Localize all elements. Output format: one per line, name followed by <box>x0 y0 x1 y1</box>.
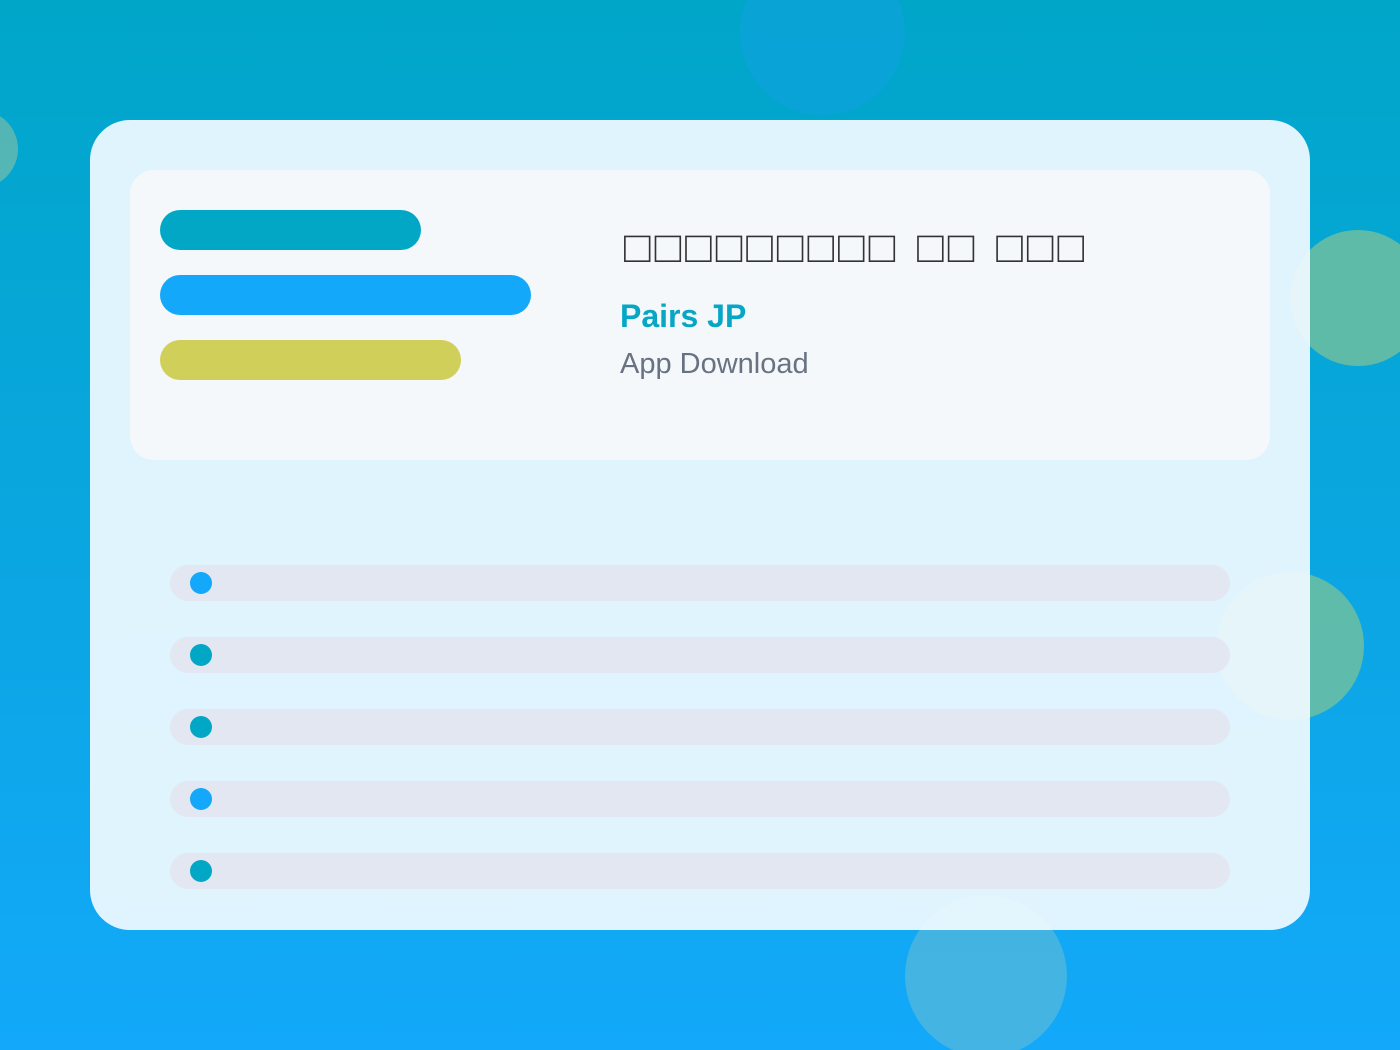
dot <box>190 860 212 882</box>
card: □□□□□□□□□ □□ □□□ Pairs JP App Download <box>90 120 1310 930</box>
dot <box>190 644 212 666</box>
header-panel: □□□□□□□□□ □□ □□□ Pairs JP App Download <box>130 170 1270 460</box>
dot <box>190 788 212 810</box>
dot <box>190 716 212 738</box>
bar-olive <box>160 340 461 380</box>
title: □□□□□□□□□ □□ □□□ <box>624 222 1089 273</box>
list-row <box>170 853 1230 889</box>
list-row <box>170 781 1230 817</box>
app-name: Pairs JP <box>620 298 747 334</box>
dot <box>190 572 212 594</box>
subtitle: App Download <box>620 348 809 380</box>
decor-circle <box>0 110 18 188</box>
list-row <box>170 709 1230 745</box>
bar-blue <box>160 275 531 315</box>
list-row <box>170 565 1230 601</box>
list-row <box>170 637 1230 673</box>
decor-circle <box>740 0 905 115</box>
bar-teal <box>160 210 421 250</box>
